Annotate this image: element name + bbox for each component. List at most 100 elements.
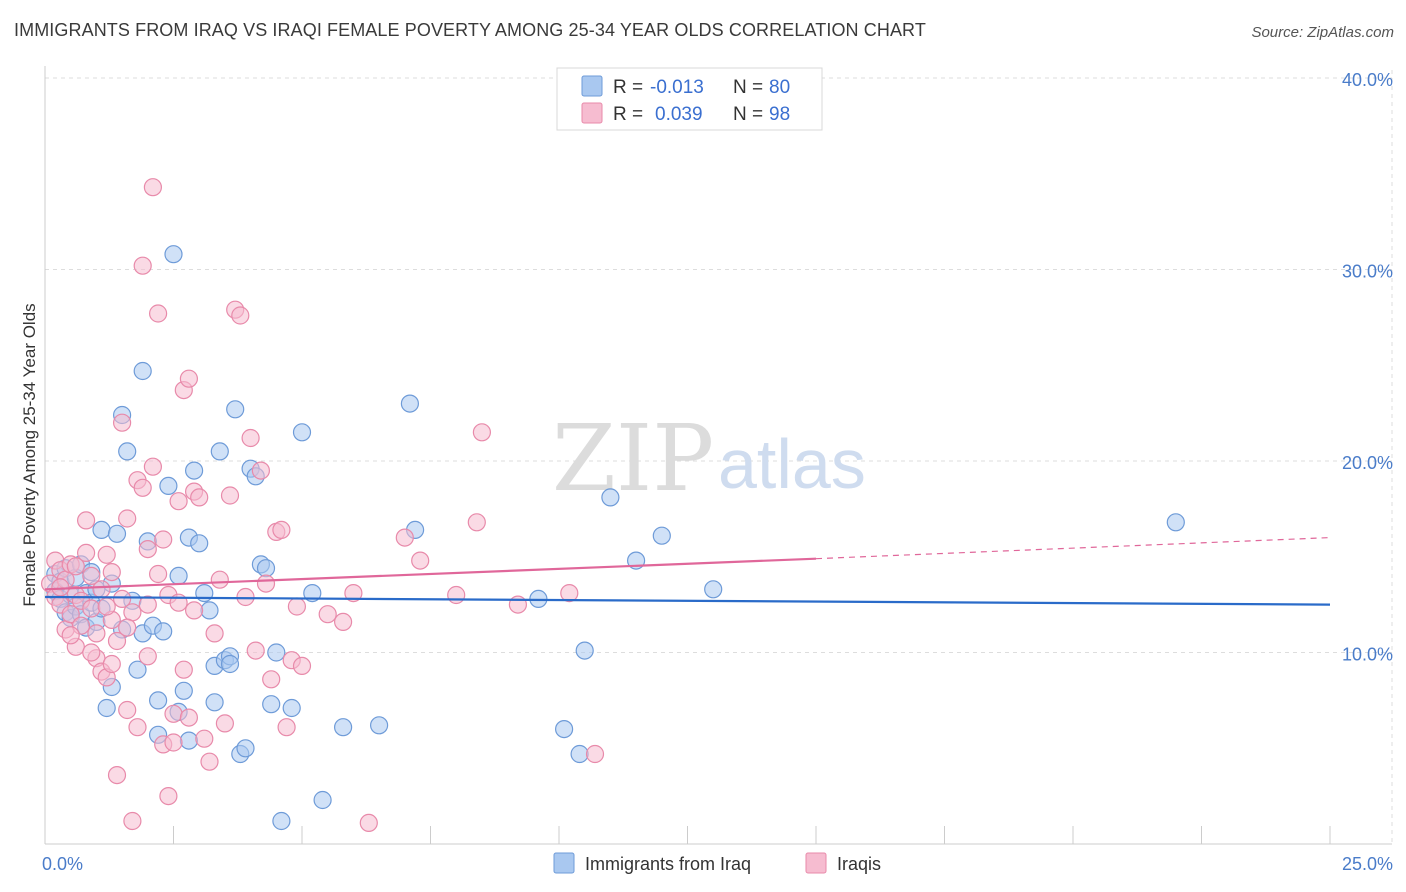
trend-line-blue	[44, 595, 1331, 606]
data-point	[66, 557, 85, 576]
data-point	[210, 442, 229, 461]
data-point	[272, 811, 291, 831]
data-point	[287, 597, 306, 616]
data-point	[447, 585, 466, 605]
legend-label-iraqis: Iraqis	[837, 854, 881, 874]
stats-blue-n-value: 80	[769, 77, 790, 98]
data-point	[138, 647, 157, 666]
data-point	[76, 511, 96, 530]
data-point	[164, 245, 183, 264]
data-point	[174, 681, 193, 700]
data-point	[205, 693, 224, 712]
data-point	[138, 595, 157, 614]
stats-box: R = -0.013 N = 80 R = 0.039 N = 98	[556, 67, 823, 131]
data-point	[133, 478, 152, 497]
stats-pink-n-label: N =	[733, 104, 763, 125]
data-point	[118, 618, 137, 637]
y-tick-labels: 10.0% 20.0% 30.0% 40.0%	[1342, 70, 1393, 665]
data-point	[185, 601, 204, 620]
data-point	[179, 708, 198, 727]
data-point	[292, 423, 312, 442]
data-point	[370, 716, 389, 735]
data-point	[210, 570, 229, 589]
data-point	[164, 704, 183, 723]
data-point	[138, 539, 157, 559]
data-point	[149, 691, 168, 710]
data-point	[179, 369, 198, 388]
stats-blue-r-value: -0.013	[650, 77, 704, 98]
data-point	[107, 631, 127, 651]
data-point	[282, 698, 301, 718]
data-point	[61, 605, 80, 624]
data-point	[277, 718, 296, 737]
data-point	[200, 752, 219, 771]
data-point	[92, 580, 111, 599]
data-point	[236, 739, 255, 758]
data-point	[200, 601, 219, 620]
data-point	[256, 559, 276, 578]
y-tick-label: 20.0%	[1342, 453, 1393, 473]
data-point	[97, 698, 116, 718]
data-point	[143, 457, 162, 476]
data-point	[118, 509, 137, 528]
axes	[44, 66, 1392, 845]
source-credit: Source: ZipAtlas.com	[1251, 24, 1394, 41]
data-point	[107, 765, 127, 785]
y-tick-label: 30.0%	[1342, 262, 1393, 282]
data-point	[123, 603, 142, 622]
y-tick-label: 10.0%	[1342, 645, 1393, 665]
data-point	[87, 624, 106, 643]
stats-blue-n-label: N =	[733, 77, 763, 98]
trend-line-pink-extension	[815, 537, 1331, 560]
data-point	[560, 583, 579, 603]
series-iraqis	[40, 178, 605, 833]
data-point	[149, 564, 168, 584]
data-point	[174, 660, 193, 679]
stats-swatch-pink	[581, 102, 603, 124]
data-point	[133, 256, 152, 275]
data-point	[185, 461, 204, 480]
stats-pink-r-value: 0.039	[655, 104, 703, 125]
data-point	[159, 786, 178, 806]
data-point	[190, 488, 209, 507]
stats-pink-n-value: 98	[769, 104, 790, 125]
data-point	[205, 624, 224, 643]
data-point	[179, 731, 198, 750]
data-point	[82, 599, 101, 618]
data-point	[226, 400, 245, 419]
data-point	[112, 413, 132, 432]
x-tick-labels: 0.0% 25.0%	[42, 854, 1393, 874]
watermark: ZIP atlas	[552, 405, 866, 512]
data-point	[704, 580, 723, 599]
legend-swatch-pink	[805, 852, 827, 874]
data-point	[262, 670, 281, 689]
x-tick-label-max: 25.0%	[1342, 854, 1393, 874]
data-point	[554, 719, 574, 739]
data-point	[575, 641, 594, 660]
legend: Immigrants from Iraq Iraqis	[553, 852, 881, 874]
data-point	[102, 654, 121, 674]
data-point	[236, 587, 255, 607]
data-point	[303, 583, 322, 603]
data-point	[133, 361, 152, 381]
data-point	[267, 643, 286, 662]
data-point	[154, 530, 173, 549]
data-point	[149, 304, 168, 323]
stats-pink-r-label: R =	[613, 104, 643, 125]
stats-blue-r-label: R =	[613, 77, 643, 98]
legend-label-immigrants-from-iraq: Immigrants from Iraq	[585, 854, 751, 874]
data-point	[112, 589, 132, 609]
data-point	[118, 442, 137, 461]
data-point	[313, 790, 332, 810]
x-tick-label-min: 0.0%	[42, 854, 83, 874]
data-point	[334, 718, 353, 737]
data-point	[246, 641, 265, 660]
data-point	[118, 700, 137, 720]
data-point	[97, 545, 116, 564]
gridlines	[45, 70, 1393, 844]
data-point	[318, 605, 337, 624]
data-point	[411, 551, 430, 570]
legend-swatch-blue	[553, 852, 575, 874]
data-point	[128, 660, 147, 679]
